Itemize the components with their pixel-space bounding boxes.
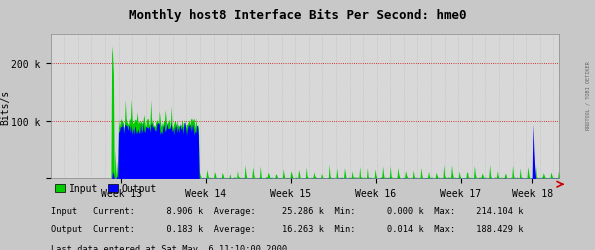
Text: Monthly host8 Interface Bits Per Second: hme0: Monthly host8 Interface Bits Per Second:…: [129, 9, 466, 22]
Y-axis label: Bits/s: Bits/s: [0, 89, 10, 124]
Text: RRDTOOL / TOBI OETIKER: RRDTOOL / TOBI OETIKER: [586, 61, 591, 129]
Text: Input   Current:      8.906 k  Average:     25.286 k  Min:      0.000 k  Max:   : Input Current: 8.906 k Average: 25.286 k…: [51, 206, 523, 215]
Text: Last data entered at Sat May  6 11:10:00 2000.: Last data entered at Sat May 6 11:10:00 …: [51, 244, 292, 250]
Text: Output  Current:      0.183 k  Average:     16.263 k  Min:      0.014 k  Max:   : Output Current: 0.183 k Average: 16.263 …: [51, 224, 523, 233]
Legend: Input, Output: Input, Output: [55, 184, 157, 194]
